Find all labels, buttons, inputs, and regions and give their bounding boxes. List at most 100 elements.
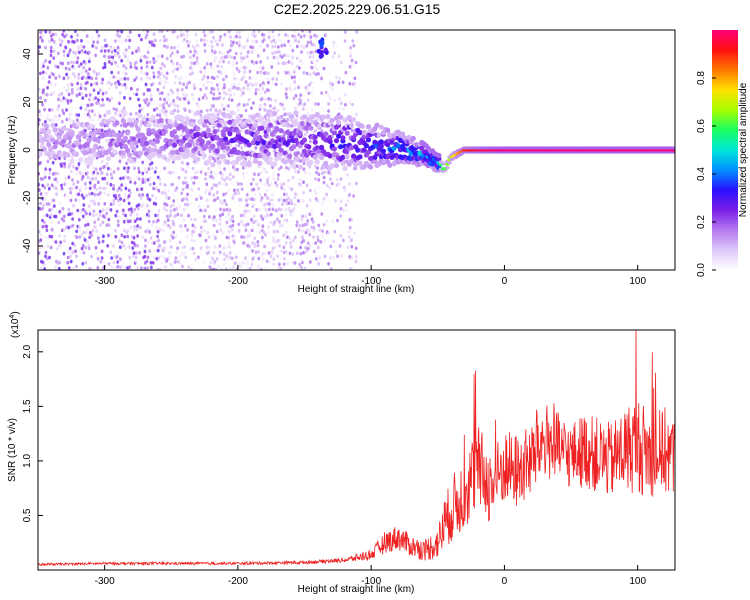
- spectrogram-cell-2912: [276, 71, 280, 75]
- spectrogram-cell-724: [99, 196, 102, 200]
- spectrogram-cell-3466: [325, 234, 329, 238]
- spectrogram-cell-2230: [225, 254, 229, 258]
- spectrogram-cell-2582: [252, 255, 256, 260]
- spectrogram-cell-1833: [193, 175, 197, 180]
- spectrogram-cell-1074: [129, 225, 133, 230]
- spectrogram-cell-2638: [252, 122, 259, 128]
- spectrogram-cell-1534: [167, 92, 170, 97]
- spectrogram-cell-1086: [128, 96, 132, 101]
- snr-x-tick-label-0: -300: [95, 576, 115, 587]
- spectrogram-cell-2865: [272, 34, 275, 39]
- spectrogram-cell-3154: [294, 38, 298, 43]
- spectrogram-cell-2321: [232, 194, 235, 198]
- spectrogram-cell-68: [41, 38, 44, 43]
- spectrogram-cell-1373: [154, 213, 158, 218]
- spectrogram-cell-3376: [314, 177, 317, 181]
- spectrogram-cell-2353: [233, 111, 237, 116]
- spectrogram-cell-2748: [263, 82, 266, 86]
- spectrogram-cell-2023: [209, 260, 213, 265]
- spectrogram-cell-3091: [291, 128, 294, 132]
- spectrogram-cell-1819: [190, 61, 194, 65]
- spectrogram-cell-2979: [282, 245, 286, 249]
- spectrogram-cell-330: [67, 250, 71, 254]
- spectrogram-cell-1826: [192, 251, 196, 256]
- spectrogram-cell-1512: [165, 71, 169, 75]
- spectrogram-cell-2131: [216, 83, 219, 87]
- spectrogram-cell-1832: [192, 181, 196, 185]
- spectrogram-cell-164: [49, 53, 53, 58]
- spectrogram-cell-2407: [237, 102, 241, 107]
- spectrogram-cell-407: [69, 130, 75, 136]
- spectrogram-cell-2618: [254, 219, 257, 224]
- spectrogram-cell-3675: [353, 85, 357, 90]
- spectrogram-cell-3398: [316, 235, 320, 239]
- spectrogram-cell-2646: [256, 218, 260, 222]
- spectrogram-cell-899: [114, 111, 117, 116]
- spectrogram-cell-1025: [124, 193, 127, 197]
- spectrogram-cell-522: [81, 75, 85, 80]
- spectrogram-cell-2926: [278, 243, 281, 248]
- spectrogram-cell-677: [94, 176, 98, 181]
- spectrogram-cell-1463: [159, 122, 165, 128]
- spectrogram-cell-3488: [327, 93, 331, 97]
- spectrogram-cell-2750: [262, 48, 266, 52]
- spectrogram-cell-2688: [259, 60, 262, 64]
- spectrogram-cell-1831: [192, 196, 196, 201]
- spectrogram-cell-2654: [256, 97, 260, 102]
- spectrogram-cell-1027: [124, 183, 128, 187]
- spectrogram-cell-250: [58, 93, 61, 97]
- spectrogram-cell-3124: [292, 70, 296, 74]
- spectrogram-cell-2974: [278, 128, 284, 134]
- spectrogram-cell-2144: [218, 250, 222, 255]
- spectrogram-cell-385: [72, 203, 75, 208]
- spectrogram-cell-2121: [216, 156, 220, 161]
- spectrogram-cell-499: [80, 39, 83, 43]
- spectrogram-cell-1997: [203, 118, 209, 124]
- spectrogram-cell-748: [101, 208, 105, 212]
- spectrogram-cell-3228: [302, 161, 306, 166]
- spectrogram-cell-1872: [195, 39, 199, 43]
- colorbar-ticks: 0.00.20.40.60.8: [696, 71, 716, 277]
- spectrogram-cell-411: [74, 198, 78, 202]
- spectrogram-cell-2429: [240, 146, 244, 150]
- spectrogram-cell-2114: [217, 265, 220, 269]
- spectrogram-cell-990: [122, 244, 126, 248]
- spectrogram-cell-1754: [187, 238, 190, 242]
- spectrogram-cell-1963: [203, 43, 207, 47]
- spectrogram-cell-1121: [133, 224, 137, 229]
- spectrogram-cell-1881: [197, 204, 201, 209]
- spectrogram-cell-3551: [333, 138, 340, 144]
- spectrogram-cell-980: [120, 77, 124, 81]
- spectrogram-cell-1299: [148, 176, 152, 181]
- spectrogram-cell-239: [59, 240, 63, 245]
- spectrogram-cell-1147: [136, 224, 140, 228]
- spectrogram-cell-1700: [183, 245, 186, 249]
- spectrogram-cell-514: [82, 196, 86, 200]
- spectrogram-cell-3671: [352, 194, 355, 198]
- spectrogram-cell-844: [109, 202, 113, 207]
- spectrogram-cell-3330: [310, 107, 314, 112]
- spectrogram-cell-947: [119, 176, 122, 181]
- spectrogram-cell-2964: [281, 103, 284, 107]
- spectrogram-cell-2070: [212, 111, 216, 116]
- spectrogram-cell-543: [84, 161, 87, 166]
- spectrogram-cell-1051: [127, 207, 131, 212]
- spectrogram-cell-3505: [329, 81, 332, 86]
- spectrogram-cell-3179: [297, 69, 301, 74]
- spectrogram-cell-1271: [145, 170, 149, 174]
- spectrogram-cell-3578: [339, 101, 343, 105]
- spectrogram-cell-872: [112, 187, 115, 191]
- spectrogram-cell-2285: [228, 255, 232, 260]
- spectrogram-cell-1112: [129, 141, 135, 147]
- spectrogram-cell-3504: [329, 85, 333, 90]
- spectrogram-cell-2541: [248, 76, 252, 80]
- spectrogram-cell-695: [96, 256, 100, 261]
- spectrogram-cell-2606: [252, 48, 255, 53]
- spectrogram-cell-875: [112, 144, 115, 149]
- spectrogram-cell-2808: [267, 35, 271, 40]
- spectrogram-cell-269: [60, 120, 64, 124]
- spectrogram-cell-3392: [312, 134, 318, 140]
- spectrogram-cell-3381: [314, 128, 318, 133]
- spectrogram-cell-1005: [122, 130, 125, 134]
- spectrogram-cell-187: [51, 86, 55, 90]
